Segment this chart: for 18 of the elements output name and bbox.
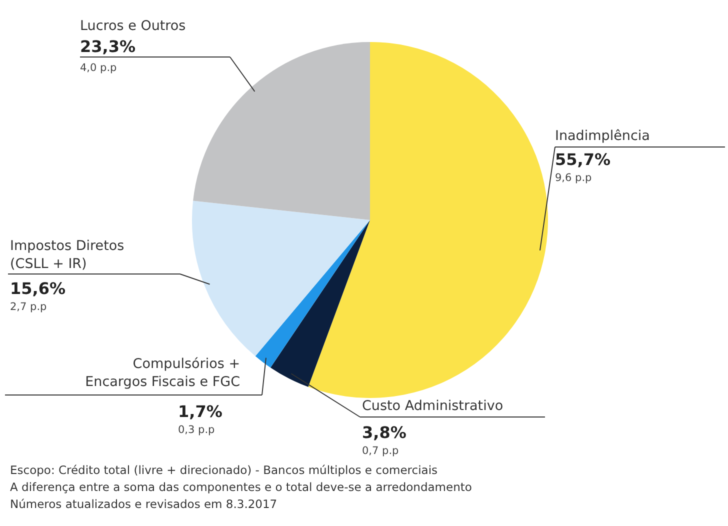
text: 0,3 p.p — [178, 424, 215, 436]
text: 4,0 p.p — [80, 62, 117, 74]
slice-label: Compulsórios + Encargos Fiscais e FGC — [85, 356, 240, 390]
text: A diferença entre a soma das componentes e o total deve-se a arredondamento — [10, 479, 472, 496]
text: 9,6 p.p — [555, 172, 592, 184]
text: 0,7 p.p — [362, 445, 399, 457]
data-label: 15,6% — [10, 279, 66, 298]
data-label: 55,7% — [555, 150, 611, 169]
text: Escopo: Crédito total (livre + direcionado) - Bancos múltiplos e comerciais — [10, 462, 438, 479]
text: Números atualizados e revisados em 8.3.2017 — [10, 496, 278, 513]
slice-label: Impostos Diretos (CSLL + IR) — [10, 238, 124, 272]
slice-label: Lucros e Outros — [80, 18, 186, 34]
slice-label: Custo Administrativo — [362, 398, 504, 414]
slice-label: Inadimplência — [555, 128, 650, 144]
text: 2,7 p.p — [10, 301, 47, 313]
data-label: 1,7% — [178, 402, 222, 421]
data-label: 23,3% — [80, 37, 136, 56]
data-label: 3,8% — [362, 423, 406, 442]
